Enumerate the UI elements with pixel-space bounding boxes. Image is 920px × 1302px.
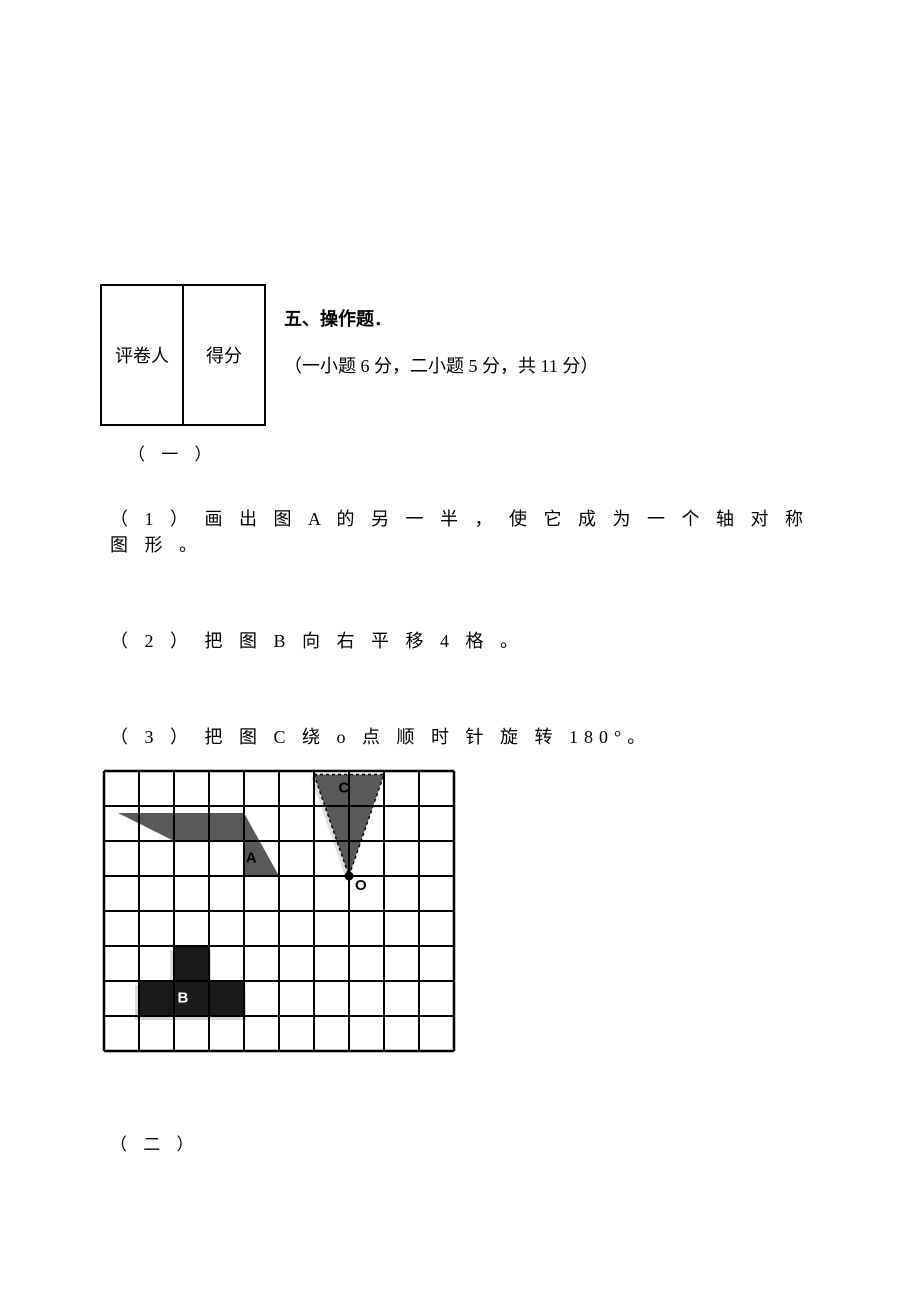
question-1: （ 1 ） 画 出 图 A 的 另 一 半 ， 使 它 成 为 一 个 轴 对 … (110, 505, 820, 557)
svg-text:C: C (339, 779, 350, 796)
subsection-2-label: （ 二 ） (110, 1130, 820, 1155)
score-col-grader: 评卷人 (101, 285, 183, 425)
grid-figure: A C B O (100, 767, 820, 1060)
page-content: 评卷人 得分 五、操作题． （一小题 6 分，二小题 5 分，共 11 分） （… (100, 284, 820, 1155)
section-subtitle: （一小题 6 分，二小题 5 分，共 11 分） (284, 343, 598, 390)
score-table: 评卷人 得分 (100, 284, 266, 426)
question-2: （ 2 ） 把 图 B 向 右 平 移 4 格 。 (110, 627, 820, 653)
header-text: 五、操作题． （一小题 6 分，二小题 5 分，共 11 分） (284, 284, 598, 390)
header-row: 评卷人 得分 五、操作题． （一小题 6 分，二小题 5 分，共 11 分） (100, 284, 820, 426)
svg-text:A: A (246, 849, 257, 866)
svg-text:O: O (355, 877, 367, 894)
svg-text:B: B (178, 989, 189, 1006)
grid-svg: A C B O (100, 767, 458, 1055)
score-col-score: 得分 (183, 285, 265, 425)
subsection-1-label: （ 一 ） (128, 440, 820, 465)
question-3: （ 3 ） 把 图 C 绕 o 点 顺 时 针 旋 转 180°。 (110, 723, 820, 749)
section-title: 五、操作题． (284, 296, 598, 343)
